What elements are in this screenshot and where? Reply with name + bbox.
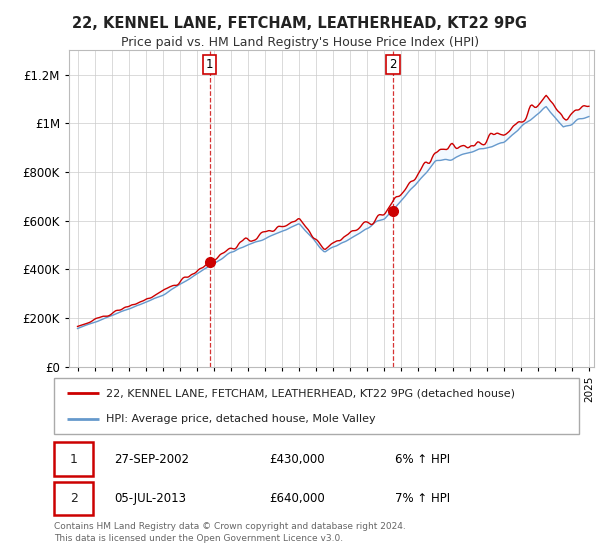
- Text: HPI: Average price, detached house, Mole Valley: HPI: Average price, detached house, Mole…: [107, 414, 376, 424]
- Text: £640,000: £640,000: [269, 492, 325, 505]
- Text: 7% ↑ HPI: 7% ↑ HPI: [395, 492, 451, 505]
- Text: Contains HM Land Registry data © Crown copyright and database right 2024.
This d: Contains HM Land Registry data © Crown c…: [54, 522, 406, 543]
- Text: 22, KENNEL LANE, FETCHAM, LEATHERHEAD, KT22 9PG (detached house): 22, KENNEL LANE, FETCHAM, LEATHERHEAD, K…: [107, 388, 515, 398]
- Text: 6% ↑ HPI: 6% ↑ HPI: [395, 452, 451, 466]
- FancyBboxPatch shape: [54, 482, 94, 515]
- Text: £430,000: £430,000: [269, 452, 325, 466]
- Text: 2: 2: [70, 492, 77, 505]
- Text: 27-SEP-2002: 27-SEP-2002: [115, 452, 190, 466]
- Text: 22, KENNEL LANE, FETCHAM, LEATHERHEAD, KT22 9PG: 22, KENNEL LANE, FETCHAM, LEATHERHEAD, K…: [73, 16, 527, 31]
- Text: Price paid vs. HM Land Registry's House Price Index (HPI): Price paid vs. HM Land Registry's House …: [121, 36, 479, 49]
- Text: 1: 1: [206, 58, 214, 71]
- Text: 1: 1: [70, 452, 77, 466]
- Text: 2: 2: [389, 58, 397, 71]
- FancyBboxPatch shape: [54, 442, 94, 476]
- Text: 05-JUL-2013: 05-JUL-2013: [115, 492, 187, 505]
